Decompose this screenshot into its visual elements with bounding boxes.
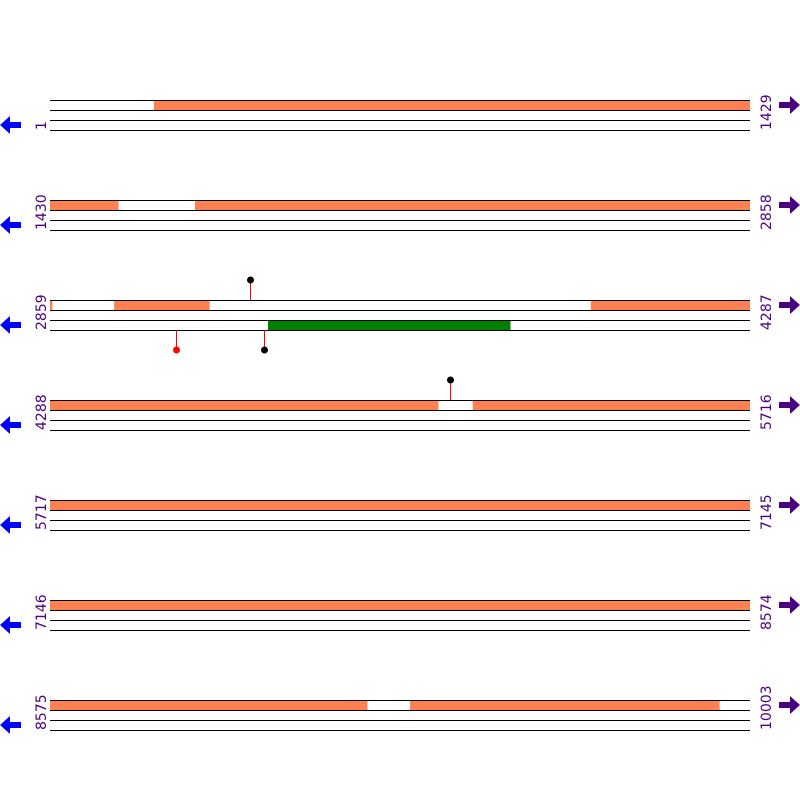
sequence-row: 8575 10003 xyxy=(0,685,800,734)
arrow-right-icon xyxy=(779,396,800,414)
arrow-right-icon xyxy=(779,96,800,114)
feature-block xyxy=(114,300,210,310)
row-end-label: 2858 xyxy=(759,194,775,230)
row-end-label: 7145 xyxy=(759,494,775,530)
site-marker xyxy=(261,346,268,354)
site-marker xyxy=(173,346,180,354)
arrow-right-icon xyxy=(779,296,800,314)
row-start-label: 1430 xyxy=(34,194,50,230)
feature-block xyxy=(50,700,368,710)
sequence-row: 5717 7145 xyxy=(0,494,800,534)
row-end-label: 5716 xyxy=(759,394,775,430)
arrow-right-icon xyxy=(779,696,800,714)
arrow-left-icon xyxy=(0,416,21,434)
arrow-right-icon xyxy=(779,196,800,214)
feature-block xyxy=(50,600,750,610)
row-end-label: 10003 xyxy=(759,685,775,730)
arrow-right-icon xyxy=(779,596,800,614)
sequence-row: 2859 4287 xyxy=(0,276,800,354)
feature-block xyxy=(472,400,750,410)
arrow-left-icon xyxy=(0,716,21,734)
feature-block xyxy=(194,200,750,210)
row-end-label: 1429 xyxy=(759,94,775,130)
arrow-left-icon xyxy=(0,516,21,534)
feature-block xyxy=(410,700,720,710)
arrow-left-icon xyxy=(0,116,21,134)
row-start-label: 1 xyxy=(34,121,50,130)
arrow-left-icon xyxy=(0,616,21,634)
sequence-row: 4288 5716 xyxy=(0,376,800,434)
feature-block xyxy=(50,500,750,510)
row-start-label: 2859 xyxy=(34,294,50,330)
feature-block xyxy=(50,400,439,410)
row-start-label: 4288 xyxy=(34,394,50,430)
feature-block xyxy=(50,300,53,310)
sequence-row: 1 1429 xyxy=(0,94,800,134)
site-marker xyxy=(447,376,454,384)
arrow-left-icon xyxy=(0,216,21,234)
site-marker xyxy=(247,276,254,284)
feature-block xyxy=(590,300,750,310)
row-start-label: 8575 xyxy=(34,694,50,730)
row-start-label: 7146 xyxy=(34,594,50,630)
row-end-label: 8574 xyxy=(759,594,775,630)
feature-block xyxy=(50,200,119,210)
cds-block xyxy=(267,320,511,330)
arrow-left-icon xyxy=(0,316,21,334)
sequence-row: 7146 8574 xyxy=(0,594,800,634)
feature-block xyxy=(153,100,750,110)
sequence-row: 1430 2858 xyxy=(0,194,800,234)
arrow-right-icon xyxy=(779,496,800,514)
row-end-label: 4287 xyxy=(759,294,775,330)
row-start-label: 5717 xyxy=(34,494,50,530)
